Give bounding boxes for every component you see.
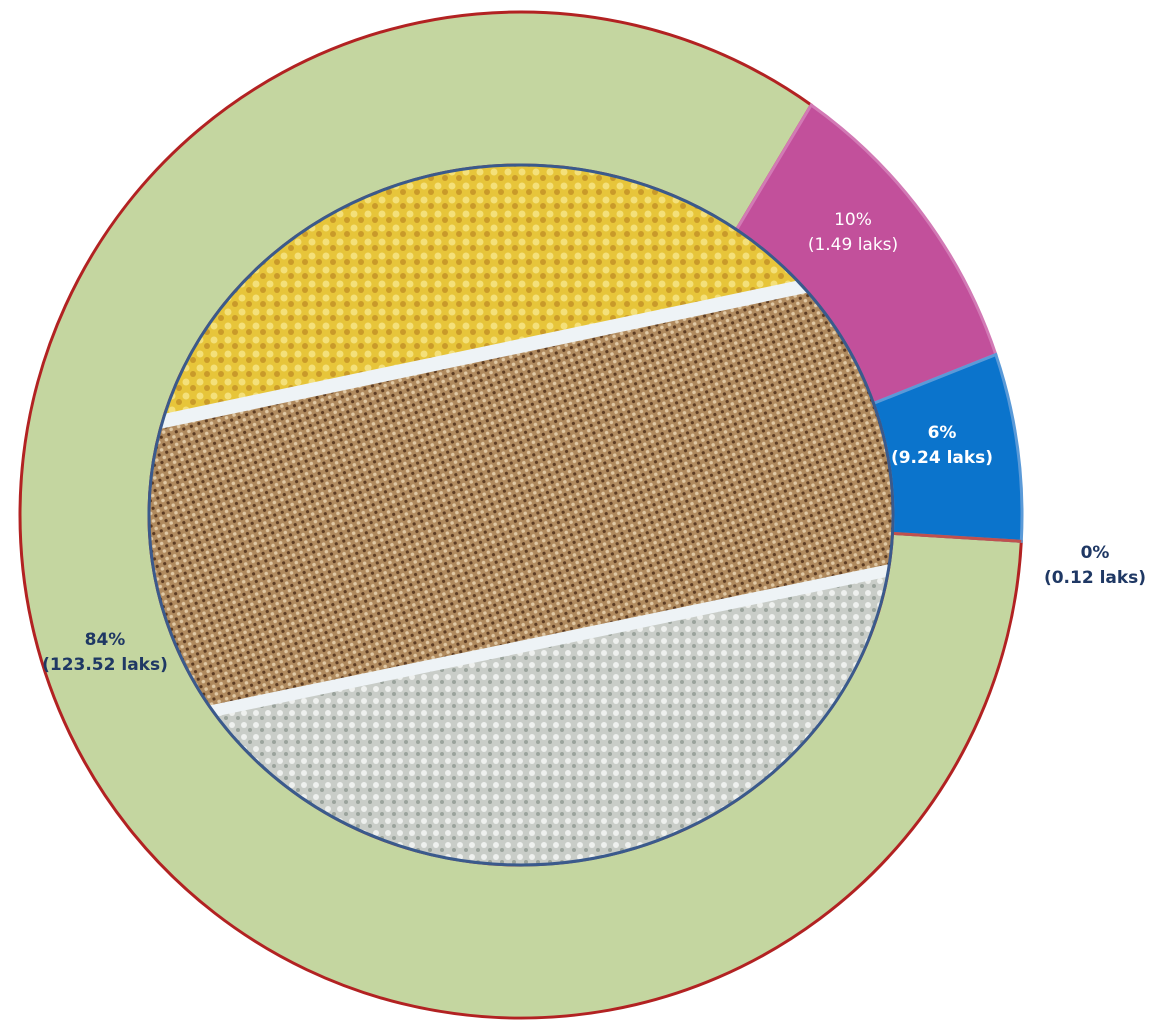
amount-label: (0.12 laks) (1044, 568, 1146, 588)
donut-ring (18, 10, 1024, 1020)
value-label: 10% (834, 210, 872, 230)
amount-label: (9.24 laks) (891, 448, 993, 468)
amount-label: (123.52 laks) (42, 655, 168, 675)
value-label: 84% (85, 630, 126, 650)
donut-segment (892, 531, 1022, 543)
value-label: 6% (928, 423, 957, 443)
value-label: 0% (1081, 543, 1110, 563)
center-image (149, 165, 893, 865)
amount-label: (1.49 laks) (808, 235, 898, 255)
labels: 84% (123.52 laks) 10% (1.49 laks) 6% (9.24 la… (42, 210, 1146, 675)
center-outline (147, 163, 895, 867)
